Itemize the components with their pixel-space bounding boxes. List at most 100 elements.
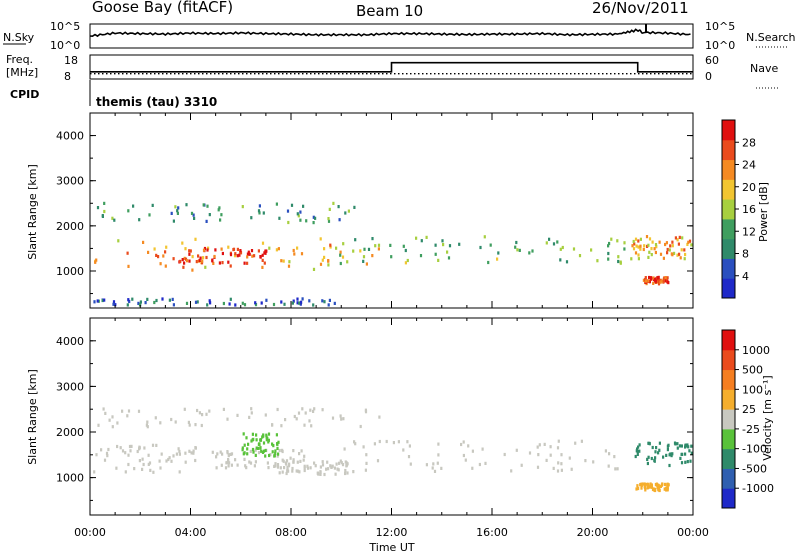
data-cell (481, 447, 484, 451)
data-cell (221, 452, 224, 456)
data-cell (654, 250, 657, 255)
y-tick-label: 1000 (56, 472, 84, 485)
data-cell (687, 240, 690, 244)
data-cell (297, 411, 301, 415)
data-cell (447, 256, 451, 260)
colorbar-tick-label: 4 (742, 270, 749, 283)
data-cell (128, 299, 131, 304)
data-cell (371, 237, 374, 241)
data-cell (164, 264, 167, 268)
data-cell (151, 203, 154, 207)
data-cell (215, 455, 218, 459)
data-cell (213, 254, 216, 259)
data-cell (652, 281, 655, 285)
data-cell (352, 249, 355, 253)
cpid-program: themis (tau) 3310 (96, 95, 217, 109)
colorbar-tick-label: 1000 (742, 344, 770, 357)
data-cell (119, 446, 122, 450)
data-cell (137, 409, 141, 413)
data-cell (262, 211, 265, 215)
data-cell (298, 301, 301, 305)
data-cell (286, 465, 289, 469)
data-cell (681, 236, 684, 240)
data-cell (347, 209, 350, 213)
data-cell (323, 247, 326, 251)
data-cell (241, 301, 244, 305)
data-cell (643, 244, 646, 248)
data-cell (133, 467, 136, 471)
data-cell (632, 239, 635, 244)
data-cell (181, 258, 184, 262)
data-cell (244, 464, 247, 468)
nave-tick-top: 60 (705, 54, 719, 67)
data-cell (515, 240, 518, 245)
data-cell (259, 255, 262, 259)
data-cell (116, 421, 119, 425)
data-cell (651, 240, 654, 244)
data-cell (112, 302, 115, 306)
time-axis-label: Time UT (368, 541, 414, 554)
data-cell (402, 244, 405, 248)
data-cell (182, 265, 185, 269)
data-cell (275, 248, 278, 252)
data-cell (159, 421, 162, 425)
data-cell (161, 297, 164, 301)
data-cell (679, 456, 682, 460)
data-cell (254, 448, 257, 452)
data-cell (254, 453, 257, 457)
data-cell (313, 407, 316, 411)
data-cell (253, 464, 256, 468)
data-cell (108, 418, 111, 422)
data-cell (274, 464, 277, 468)
data-cell (236, 254, 239, 258)
data-cell (327, 303, 330, 307)
data-cell (648, 279, 651, 283)
data-cell (96, 299, 99, 303)
colorbar-tick-label: 28 (742, 136, 756, 149)
data-cell (220, 247, 223, 251)
data-cell (113, 218, 116, 222)
data-cell (306, 466, 310, 470)
data-cell (343, 447, 346, 451)
data-cell (149, 468, 152, 472)
data-cell (144, 301, 147, 305)
data-cell (656, 276, 660, 280)
data-cell (531, 249, 534, 253)
nsky-label: N.Sky (3, 31, 35, 44)
data-cell (648, 237, 652, 241)
station-title: Goose Bay (fitACF) (92, 0, 233, 16)
data-cell (632, 247, 636, 251)
data-cell (165, 245, 168, 249)
data-cell (666, 485, 669, 489)
data-cell (191, 268, 194, 272)
data-cell (257, 249, 260, 253)
data-cell (552, 466, 555, 470)
data-cell (127, 409, 131, 413)
data-cell (246, 261, 249, 265)
data-cell (101, 298, 104, 303)
data-cell (345, 464, 348, 468)
data-cell (112, 300, 116, 304)
data-cell (657, 485, 660, 489)
data-cell (220, 463, 223, 467)
data-cell (668, 463, 671, 468)
data-cell (203, 246, 207, 251)
data-cell (230, 452, 234, 456)
data-cell (188, 423, 191, 427)
data-cell (208, 409, 211, 413)
data-cell (258, 442, 261, 446)
data-cell (299, 218, 302, 222)
data-cell (146, 420, 149, 424)
data-cell (251, 254, 254, 258)
data-cell (206, 248, 209, 252)
data-cell (339, 253, 342, 257)
data-cell (684, 443, 687, 447)
data-cell (206, 303, 209, 307)
data-cell (377, 247, 380, 251)
data-cell (617, 255, 620, 259)
data-cell (94, 260, 97, 264)
data-cell (518, 248, 521, 252)
data-cell (321, 299, 324, 303)
data-cell (404, 261, 407, 265)
time-tick-label: 00:00 (74, 526, 106, 539)
